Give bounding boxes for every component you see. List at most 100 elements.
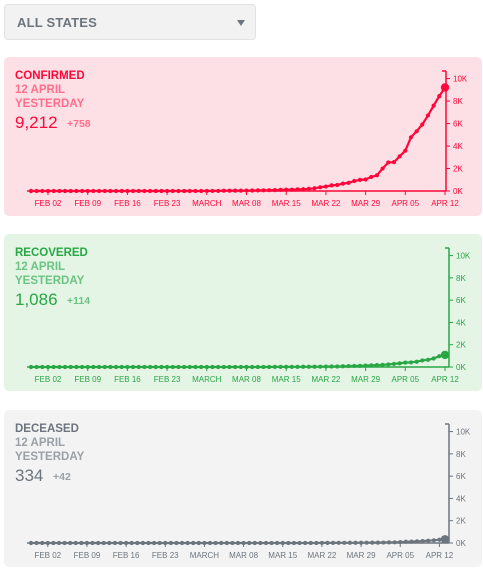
x-tick-label: FEB 23 (154, 199, 181, 208)
data-point (174, 540, 179, 546)
data-point (340, 364, 346, 369)
panel-title: DECEASED (15, 423, 79, 435)
data-point (57, 364, 62, 370)
data-point (187, 364, 192, 370)
data-point (267, 364, 272, 370)
data-point (280, 540, 285, 546)
data-point (374, 173, 380, 178)
data-point (230, 540, 235, 546)
data-point (221, 188, 226, 193)
data-point (314, 540, 319, 546)
panel-date: 12 APRIL (15, 84, 66, 96)
data-point (168, 540, 173, 546)
data-point (74, 188, 79, 194)
data-point (235, 540, 241, 546)
data-point (267, 188, 272, 193)
data-point (357, 363, 363, 368)
y-tick-label: 8K (456, 274, 466, 283)
x-tick-label: FEB 16 (113, 551, 140, 560)
data-point (353, 540, 358, 545)
data-point (170, 364, 175, 370)
confirmed-panel: CONFIRMED 12 APRIL YESTERDAY 9,212 +758 … (4, 57, 482, 216)
data-point (347, 540, 352, 545)
recovered-trend-chart[interactable]: 0K 2K 4K 6K 8K 10K FEB 02 FEB 09 FEB 16 FEB 23 MAR… (4, 234, 482, 391)
data-point (275, 540, 280, 546)
data-point (73, 540, 78, 546)
data-point (352, 178, 357, 184)
data-point (221, 364, 226, 370)
x-tick-label: FEB 16 (114, 375, 141, 384)
x-tick-label: MAR 29 (351, 199, 380, 208)
data-point (403, 148, 408, 153)
data-point (165, 364, 170, 370)
data-point (113, 364, 119, 370)
data-point (207, 540, 213, 546)
data-point (142, 364, 147, 370)
caret-down-icon (237, 20, 245, 26)
data-point (227, 188, 232, 193)
data-point (119, 364, 124, 370)
data-point (403, 360, 408, 365)
data-point (163, 540, 168, 546)
latest-data-point (440, 350, 450, 360)
data-point (101, 540, 106, 546)
data-point (91, 188, 96, 194)
y-tick-label: 0K (456, 363, 466, 372)
data-point (431, 356, 436, 361)
data-point (34, 188, 39, 194)
data-point (272, 364, 277, 369)
data-point (159, 188, 164, 194)
data-point (301, 187, 306, 192)
data-point (392, 540, 397, 545)
data-point (325, 540, 330, 545)
x-tick-label: APR 12 (431, 199, 459, 208)
data-point (408, 360, 414, 365)
panel-count: 1,086 (15, 290, 58, 309)
data-point (179, 540, 185, 546)
data-point (68, 364, 73, 370)
panel-delta: +758 (67, 118, 91, 130)
data-point (308, 540, 313, 546)
data-point (51, 188, 56, 194)
x-tick-label: MARCH (192, 375, 222, 384)
y-tick-label: 10K (453, 75, 468, 84)
data-point (437, 354, 442, 359)
data-point (306, 364, 311, 369)
confirmed-trend-chart[interactable]: 0K 2K 4K 6K 8K 10K FEB 02 FEB 09 FEB 16 FEB 23 MAR… (4, 57, 482, 216)
data-point (51, 540, 56, 546)
deceased-trend-chart[interactable]: 0K 2K 4K 6K 8K 10K FEB 02 FEB 09 FEB 16 FEB 23 MAR… (4, 410, 482, 567)
data-point (129, 540, 134, 546)
data-point (312, 186, 317, 191)
data-point (426, 538, 431, 543)
data-point (210, 364, 215, 370)
data-point (74, 364, 79, 370)
data-point (107, 540, 112, 546)
data-point (425, 113, 431, 118)
data-point (204, 188, 209, 194)
data-point (202, 540, 207, 546)
latest-data-point (440, 83, 450, 92)
data-point (263, 540, 269, 546)
data-point (28, 364, 34, 370)
data-point (219, 540, 224, 546)
data-point (124, 540, 129, 546)
data-point (397, 154, 402, 159)
data-point (409, 539, 414, 544)
data-point (336, 540, 341, 545)
data-point (34, 540, 39, 546)
y-tick-label: 4K (456, 318, 466, 327)
data-point (79, 188, 85, 194)
data-point (269, 540, 274, 546)
data-point (130, 364, 136, 370)
state-dropdown[interactable]: ALL STATES (4, 4, 256, 40)
x-tick-label: APR 05 (386, 551, 414, 560)
data-point (318, 364, 323, 369)
data-point (381, 540, 386, 545)
data-point (420, 358, 425, 363)
data-point (125, 188, 130, 194)
recovered-panel: RECOVERED 12 APRIL YESTERDAY 1,086 +114 … (4, 234, 482, 391)
data-point (414, 539, 420, 544)
data-point (247, 540, 252, 546)
y-tick-label: 8K (453, 97, 463, 106)
data-point (370, 540, 375, 545)
